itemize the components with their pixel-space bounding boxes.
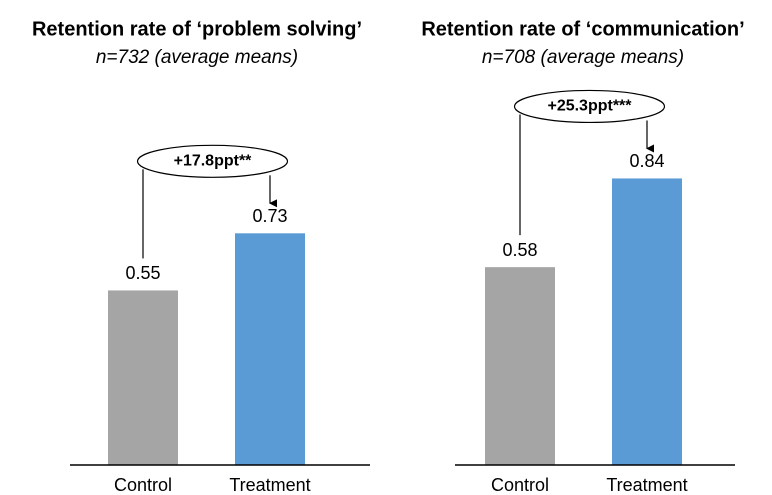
chart-title: Retention rate of ‘communication’ bbox=[421, 18, 744, 40]
data-label: 0.73 bbox=[252, 206, 287, 226]
bar bbox=[235, 233, 305, 465]
x-tick-label: Treatment bbox=[606, 475, 687, 495]
x-tick-label: Control bbox=[114, 475, 172, 495]
x-tick-label: Treatment bbox=[229, 475, 310, 495]
data-label: 0.84 bbox=[629, 151, 664, 171]
chart-subtitle: n=708 (average means) bbox=[482, 47, 684, 68]
annotation: +25.3ppt*** bbox=[547, 98, 632, 115]
chart-subtitle: n=732 (average means) bbox=[96, 47, 298, 68]
bar bbox=[108, 290, 178, 465]
data-label: 0.55 bbox=[125, 263, 160, 283]
chart-title: Retention rate of ‘problem solving’ bbox=[32, 18, 362, 40]
annotation-ellipse bbox=[513, 89, 666, 124]
annotation-ellipse bbox=[136, 144, 289, 178]
x-tick-label: Control bbox=[491, 475, 549, 495]
bar bbox=[485, 267, 555, 465]
annotation: +17.8ppt** bbox=[174, 153, 253, 170]
bar bbox=[612, 178, 682, 465]
data-label: 0.58 bbox=[502, 240, 537, 260]
